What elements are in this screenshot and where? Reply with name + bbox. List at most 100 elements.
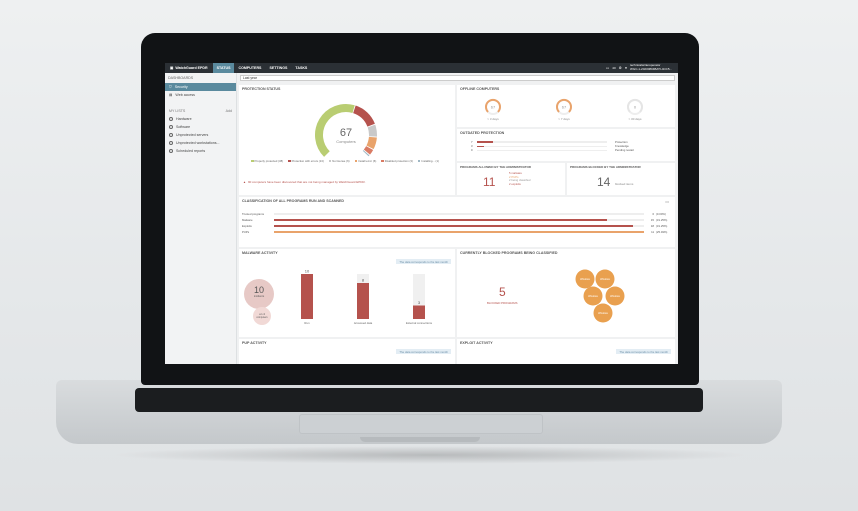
- outdated-bar-track: [477, 145, 607, 147]
- gauge-arc[interactable]: [627, 98, 643, 113]
- classification-value: 0: [652, 212, 654, 216]
- bubble-label: Windows: [580, 278, 591, 281]
- tab-tasks[interactable]: TASKS: [295, 66, 308, 70]
- bubble-label: Windows: [600, 278, 611, 281]
- classification-value: 15: [650, 218, 654, 222]
- bar-label: Run: [304, 321, 310, 325]
- sidebar-item-hardware[interactable]: Hardware: [165, 115, 236, 123]
- legend-item[interactable]: Protection with errors (13): [288, 159, 324, 163]
- computer-count-label: Computers: [336, 139, 356, 144]
- computers-bubble[interactable]: on 4 computers: [253, 307, 271, 325]
- sidebar-item-label: Scheduled reports: [176, 149, 206, 153]
- program-bubbles: Windows Windows Windows Windows Windows: [575, 269, 625, 323]
- gauge-label: > 7 days: [558, 117, 570, 121]
- malware-bar[interactable]: [413, 305, 425, 320]
- classification-row[interactable]: Malware 15 (31.25%): [242, 217, 672, 223]
- legend-swatch: [251, 159, 254, 163]
- legend-item[interactable]: Install error (6): [354, 159, 376, 163]
- donut-segment[interactable]: [367, 124, 377, 137]
- outdated-row[interactable]: 3 Knowledge: [471, 144, 671, 148]
- sidebar-item-label: Security: [174, 85, 188, 89]
- donut-segment[interactable]: [362, 150, 370, 157]
- legend-item[interactable]: Installing... (1): [417, 159, 439, 163]
- sidebar-item-software[interactable]: Software: [165, 123, 236, 131]
- gauge-label: > 30 days: [628, 117, 642, 121]
- sidebar-item-unprotected-workstations[interactable]: Unprotected workstations...: [165, 139, 236, 147]
- tab-status[interactable]: STATUS: [212, 63, 235, 73]
- gauge-arc[interactable]: [556, 98, 572, 113]
- brand[interactable]: ▣ WatchGuard EPDR: [165, 66, 213, 70]
- gear-icon[interactable]: ⚙: [618, 66, 622, 70]
- list-icon: [169, 133, 173, 137]
- panel-title: PROGRAMS ALLOWED BY THE ADMINISTRATOR: [460, 165, 531, 169]
- user-account: WGC-1-20230804BATI-4CC5...: [630, 67, 672, 71]
- tab-computers[interactable]: COMPUTERS: [238, 66, 262, 70]
- legend-item[interactable]: No license (6): [328, 159, 350, 163]
- classification-row[interactable]: PUPs 11 (25.49%): [242, 229, 672, 235]
- program-bubble[interactable]: [575, 269, 595, 289]
- classifying-count[interactable]: 5: [499, 285, 506, 299]
- unmanaged-warning[interactable]: ▲ 90 computers have been discovered that…: [243, 180, 365, 184]
- program-bubble[interactable]: [595, 269, 615, 289]
- logo-icon: ▣: [170, 66, 174, 70]
- malware-bar[interactable]: [301, 274, 313, 319]
- classification-value: 11: [651, 230, 654, 234]
- program-bubble[interactable]: [605, 286, 625, 306]
- allowed-line: 2 exploits: [509, 181, 521, 186]
- folder-icon[interactable]: ▭: [605, 66, 610, 70]
- pup-activity-panel: PUP ACTIVITY The data corresponds to the…: [239, 339, 455, 364]
- comment-icon[interactable]: ▭: [665, 199, 669, 204]
- donut-segment[interactable]: [363, 146, 374, 155]
- classification-bar: [274, 230, 644, 234]
- program-bubble[interactable]: [583, 286, 603, 306]
- outdated-row[interactable]: 7 Protection: [471, 140, 671, 144]
- sidebar-item-scheduled-reports[interactable]: Scheduled reports: [165, 147, 236, 155]
- panel-title: MALWARE ACTIVITY: [242, 251, 278, 255]
- tab-settings[interactable]: SETTINGS: [269, 66, 288, 70]
- classification-pct: (31.25%): [656, 224, 668, 228]
- legend-item[interactable]: Properly protected (38): [251, 159, 283, 163]
- gauge-arc[interactable]: [485, 98, 501, 113]
- list-icon: [169, 117, 173, 121]
- panel-title: EXPLOIT ACTIVITY: [460, 341, 493, 345]
- classification-label: Malware: [242, 218, 253, 222]
- add-list-button[interactable]: Add: [225, 109, 232, 113]
- classification-bar-track: [274, 230, 644, 234]
- sidebar-item-web-access[interactable]: ▤ Web access: [165, 91, 236, 99]
- program-bubble[interactable]: [593, 303, 613, 323]
- computer-count: 67: [340, 127, 352, 139]
- donut-segment[interactable]: [352, 105, 375, 127]
- allowed-line: 2 being classified: [509, 178, 531, 183]
- legend-swatch: [381, 159, 384, 163]
- brand-name: WatchGuard EPDR: [175, 66, 208, 70]
- malware-activity-panel: MALWARE ACTIVITY The data corresponds to…: [239, 249, 455, 337]
- classification-row[interactable]: Trusted programs 0 (0.00%): [242, 211, 672, 217]
- legend-item[interactable]: Disabled protection (3): [381, 159, 413, 163]
- legend-label: Properly protected (38): [254, 159, 284, 163]
- list-icon: [169, 149, 173, 153]
- app-screen: ▣ WatchGuard EPDR STATUS COMPUTERS SETTI…: [165, 63, 678, 364]
- donut-segment[interactable]: [315, 104, 355, 157]
- bar-label: Accessed data: [354, 321, 373, 325]
- sidebar-item-security[interactable]: ⛉ Security: [165, 83, 236, 91]
- outdated-row[interactable]: 0 Pending restart: [471, 148, 671, 152]
- allowed-count[interactable]: 11: [483, 175, 496, 189]
- blocked-count[interactable]: 14: [597, 175, 611, 189]
- laptop-notch: [360, 437, 480, 442]
- incidents-count: 10: [253, 285, 264, 295]
- incidents-bubble[interactable]: 10 incidents: [244, 279, 274, 309]
- notification-count[interactable]: 40: [612, 66, 616, 70]
- user-icon[interactable]: ●: [624, 66, 628, 70]
- sidebar-item-unprotected-servers[interactable]: Unprotected servers: [165, 131, 236, 139]
- user-info[interactable]: technicalwriteroperator WGC-1-20230804BA…: [630, 64, 672, 71]
- classification-bar-track: [274, 218, 644, 222]
- classification-pct: (31.25%): [656, 218, 668, 222]
- date-range-select[interactable]: Last year: [240, 75, 675, 81]
- bubble-label: Windows: [598, 312, 609, 315]
- outdated-label: Knowledge: [615, 144, 629, 149]
- donut-segment[interactable]: [366, 136, 377, 150]
- malware-bar[interactable]: [357, 283, 369, 319]
- classification-row[interactable]: Exploits 18 (31.25%): [242, 223, 672, 229]
- outdated-rows: 7 Protection 3 Knowledge 0 Pending restart: [471, 140, 671, 153]
- computers-label: computers: [256, 316, 268, 319]
